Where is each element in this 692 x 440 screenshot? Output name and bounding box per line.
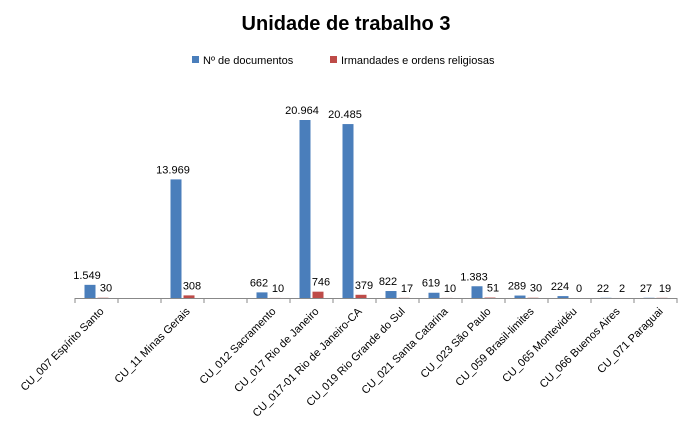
legend-label: Nº de documentos bbox=[203, 55, 294, 67]
value-label: 19 bbox=[659, 283, 671, 295]
value-label: 1.549 bbox=[73, 270, 101, 282]
value-label: 30 bbox=[530, 283, 542, 295]
value-label: 20.964 bbox=[285, 105, 319, 117]
value-label: 822 bbox=[379, 276, 397, 288]
bar bbox=[84, 284, 96, 298]
value-label: 10 bbox=[272, 283, 284, 295]
value-label: 379 bbox=[355, 280, 373, 292]
value-label: 51 bbox=[487, 283, 499, 295]
value-label: 662 bbox=[250, 277, 268, 289]
value-label: 2 bbox=[619, 283, 625, 295]
bar bbox=[183, 295, 195, 298]
value-label: 746 bbox=[312, 277, 330, 289]
bar bbox=[471, 286, 483, 298]
bar bbox=[312, 291, 324, 298]
bar bbox=[299, 120, 311, 298]
bar bbox=[170, 179, 182, 298]
bar bbox=[428, 292, 440, 298]
bar bbox=[514, 295, 526, 298]
value-label: 13.969 bbox=[156, 164, 190, 176]
legend-swatch bbox=[192, 56, 199, 63]
legend-label: Irmandades e ordens religiosas bbox=[341, 55, 495, 67]
bar bbox=[385, 291, 397, 298]
value-label: 619 bbox=[422, 278, 440, 290]
bar bbox=[557, 296, 569, 298]
chart-title: Unidade de trabalho 3 bbox=[242, 13, 451, 35]
value-label: 22 bbox=[597, 283, 609, 295]
value-label: 10 bbox=[444, 283, 456, 295]
value-label: 1.383 bbox=[460, 271, 488, 283]
value-label: 289 bbox=[508, 281, 526, 293]
value-label: 308 bbox=[183, 280, 201, 292]
bar bbox=[355, 294, 367, 298]
value-label: 30 bbox=[100, 283, 112, 295]
value-label: 20.485 bbox=[328, 109, 362, 121]
value-label: 224 bbox=[551, 281, 569, 293]
value-label: 27 bbox=[640, 283, 652, 295]
value-label: 17 bbox=[401, 283, 413, 295]
bar bbox=[342, 124, 354, 298]
value-label: 0 bbox=[576, 283, 582, 295]
legend-swatch bbox=[330, 56, 337, 63]
bar bbox=[256, 292, 268, 298]
